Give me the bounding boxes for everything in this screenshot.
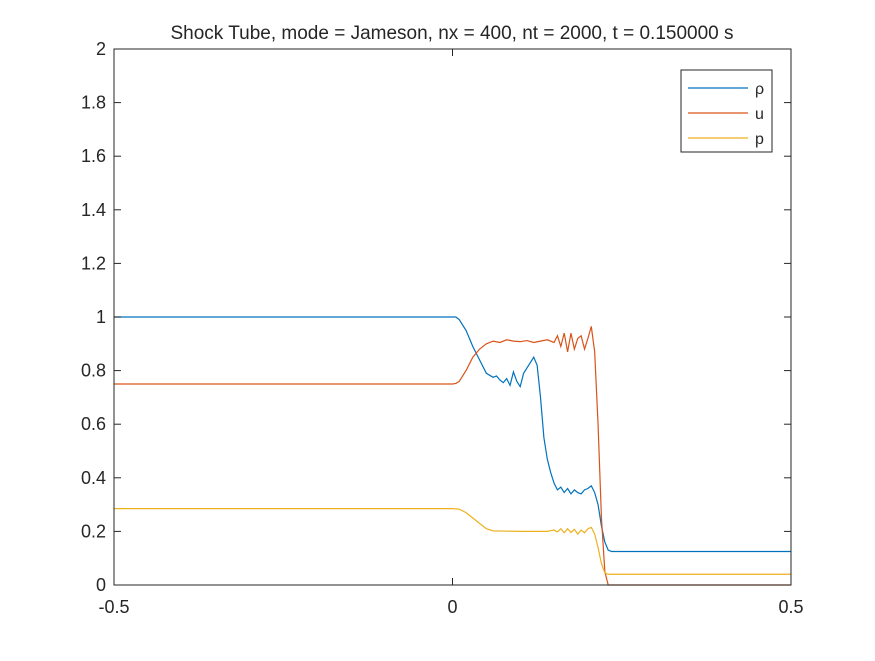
y-tick-label: 0.8 (81, 361, 106, 381)
x-tick-label: -0.5 (98, 597, 129, 617)
legend-label: p (755, 131, 764, 148)
x-tick-label: 0.5 (778, 597, 803, 617)
y-tick-label: 0.4 (81, 468, 106, 488)
y-tick-label: 0 (96, 575, 106, 595)
series-line-1 (114, 326, 791, 586)
series-layer (114, 316, 791, 586)
y-tick-label: 1.4 (81, 200, 106, 220)
chart-title: Shock Tube, mode = Jameson, nx = 400, nt… (171, 23, 734, 44)
y-tick-label: 1.8 (81, 93, 106, 113)
x-tick-label: 0 (447, 597, 457, 617)
y-tick-label: 1.2 (81, 253, 106, 273)
y-tick-label: 0.2 (81, 521, 106, 541)
y-tick-label: 1.6 (81, 146, 106, 166)
legend-label: u (755, 106, 764, 123)
axes-layer: 00.20.40.60.811.21.41.61.82-0.5 0 0.5 (81, 39, 804, 617)
series-line-2 (114, 508, 791, 575)
y-tick-label: 0.6 (81, 414, 106, 434)
legend-label: ρ (755, 81, 764, 98)
legend: ρup (680, 69, 773, 153)
y-tick-label: 2 (96, 39, 106, 59)
series-line-0 (114, 316, 791, 553)
y-tick-label: 1 (96, 307, 106, 327)
